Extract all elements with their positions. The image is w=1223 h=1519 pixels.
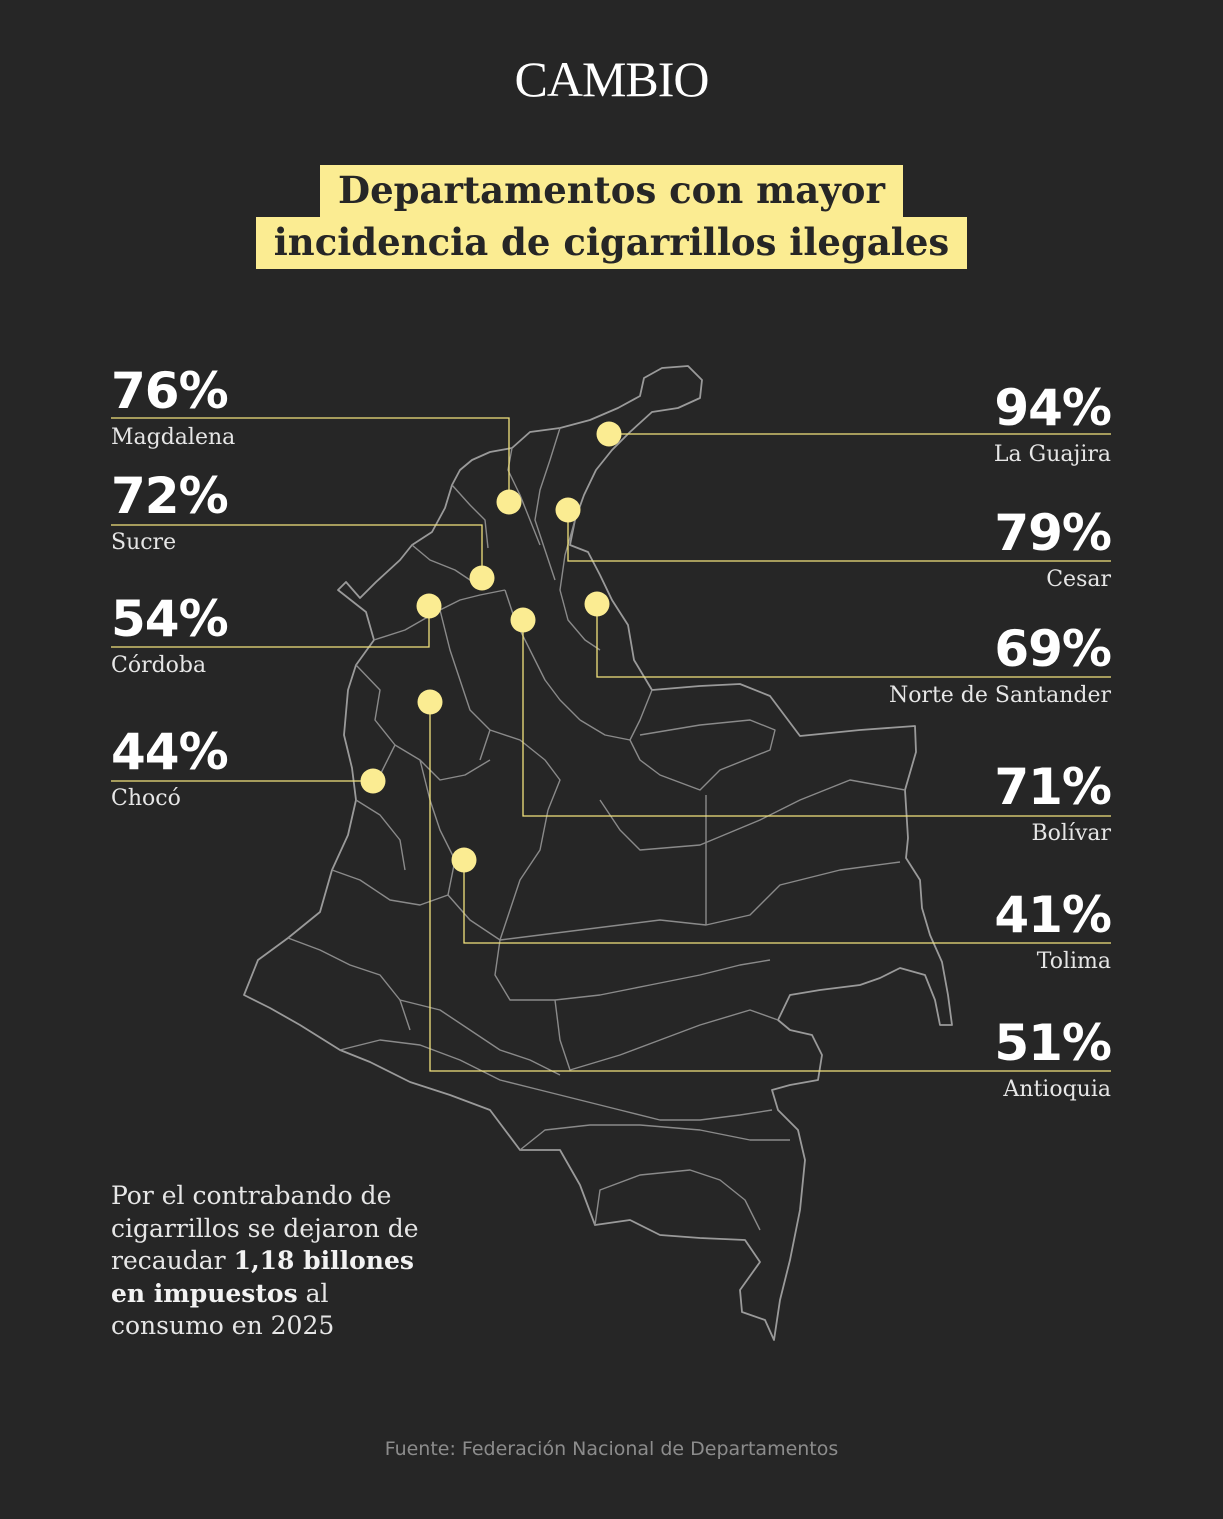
department-markers: [360, 421, 622, 873]
stat-label: Norte de Santander: [888, 683, 1111, 708]
leader-cordoba: [111, 606, 430, 648]
leader-lines: [111, 417, 1111, 1072]
stat-cesar: 79% Cesar: [994, 504, 1112, 594]
page-title: Departamentos con mayor incidencia de ci…: [0, 165, 1223, 269]
stat-choco: 44% Chocó: [111, 723, 229, 813]
stat-value: 71%: [994, 758, 1112, 816]
leader-norte-de-santander: [596, 604, 1111, 678]
department-borders: [287, 427, 906, 1231]
stat-norte-de-santander: 69% Norte de Santander: [888, 620, 1112, 710]
note-text-after: al consumo en 2025: [111, 1278, 335, 1341]
stat-value: 44%: [111, 723, 229, 781]
marker-norte-de-santander: [584, 591, 610, 617]
stat-value: 94%: [994, 379, 1112, 437]
stat-sucre: 72% Sucre: [111, 467, 229, 557]
note-text-bold: 1,18 billones en impuestos: [111, 1246, 414, 1308]
note-text-before: Por el contrabando de cigarrillos se dej…: [111, 1181, 419, 1275]
stat-label: Bolívar: [1031, 821, 1111, 846]
leader-cesar: [567, 510, 1111, 562]
leader-sucre: [111, 524, 483, 578]
stat-label: Cesar: [1046, 567, 1111, 592]
stat-bolivar: 71% Bolívar: [994, 758, 1112, 848]
stat-cordoba: 54% Córdoba: [111, 590, 229, 680]
marker-cesar: [555, 497, 581, 523]
leader-bolivar: [522, 620, 1111, 817]
marker-cordoba: [416, 593, 442, 619]
stat-value: 79%: [994, 504, 1112, 562]
stat-label: Sucre: [111, 530, 177, 555]
title-line-1: Departamentos con mayor: [320, 165, 903, 217]
title-line-2: incidencia de cigarrillos ilegales: [255, 217, 968, 269]
marker-choco: [360, 768, 386, 794]
stat-label: Chocó: [111, 786, 181, 811]
summary-note: Por el contrabando de cigarrillos se dej…: [111, 1180, 441, 1343]
marker-bolivar: [510, 607, 536, 633]
stat-value: 76%: [111, 362, 229, 420]
leader-tolima: [463, 860, 1111, 944]
stat-la-guajira: 94% La Guajira: [993, 379, 1112, 469]
marker-sucre: [469, 565, 495, 591]
source-credit: Fuente: Federación Nacional de Departame…: [384, 1438, 839, 1460]
stat-value: 54%: [111, 590, 229, 648]
marker-la-guajira: [596, 421, 622, 447]
stat-value: 72%: [111, 467, 229, 525]
leader-magdalena: [111, 417, 510, 502]
stat-tolima: 41% Tolima: [994, 886, 1112, 976]
marker-magdalena: [496, 489, 522, 515]
leader-antioquia: [429, 702, 1111, 1072]
stat-label: Córdoba: [111, 653, 207, 678]
stat-antioquia: 51% Antioquia: [994, 1014, 1112, 1104]
stat-label: Tolima: [1036, 949, 1111, 974]
stat-label: Magdalena: [111, 425, 236, 450]
stat-value: 51%: [994, 1014, 1112, 1072]
stat-label: La Guajira: [993, 442, 1111, 467]
country-outline: [243, 365, 953, 1341]
marker-tolima: [451, 847, 477, 873]
stat-magdalena: 76% Magdalena: [111, 366, 235, 452]
cambio-logo: CAMBIO: [514, 51, 709, 107]
stat-value: 69%: [994, 620, 1112, 678]
stat-value: 41%: [994, 886, 1112, 944]
marker-antioquia: [417, 689, 443, 715]
stat-label: Antioquia: [1003, 1077, 1111, 1102]
